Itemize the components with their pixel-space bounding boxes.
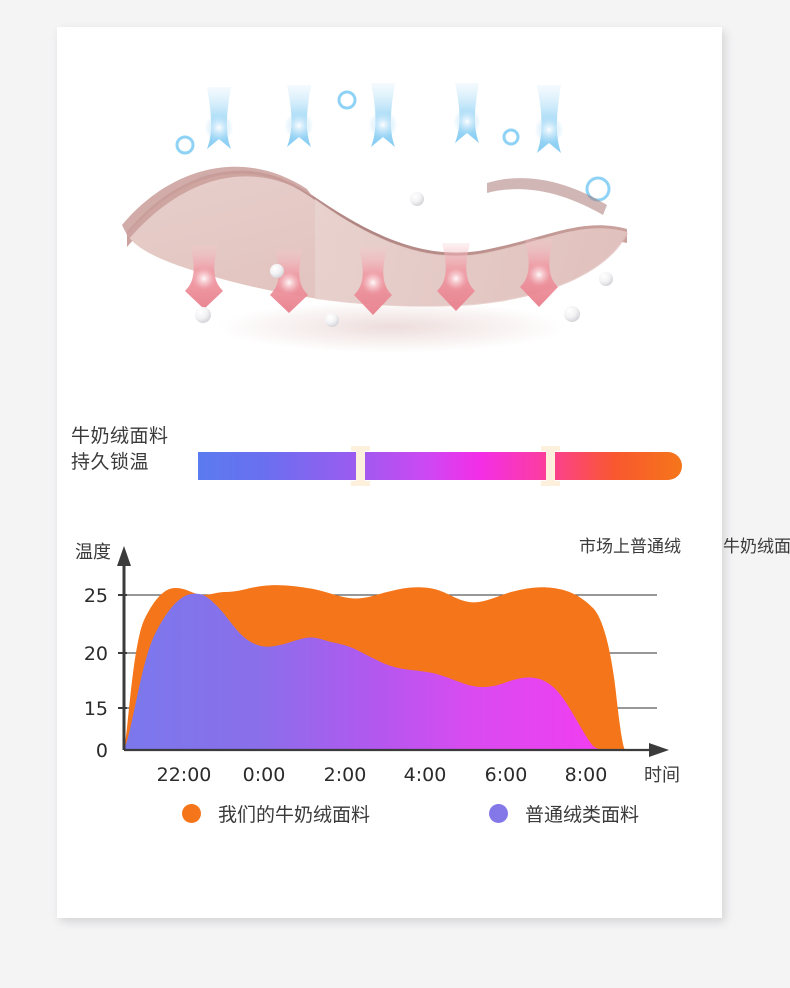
particle-icon (599, 272, 613, 286)
warmth-comparison-bar-section: 牛奶绒面料 持久锁温 市场上普通绒 牛奶绒面料 (57, 407, 790, 557)
y-tick-label-25: 25 (84, 585, 108, 607)
heat-arrow-icon (520, 239, 558, 307)
bar-section-title: 牛奶绒面料 持久锁温 (71, 423, 201, 475)
cold-arrow-icon (451, 83, 483, 143)
fabric-thermal-illustration (107, 77, 677, 387)
particle-icon (195, 307, 211, 323)
temperature-retention-chart: 温度 25 20 15 0 22:00 0:00 2:00 4:00 6:00 … (57, 522, 722, 812)
bar-sublabel-ordinary: 市场上普通绒 (579, 537, 681, 557)
y-axis-arrow (117, 546, 131, 566)
y-tick-label-20: 20 (84, 643, 108, 665)
x-tick-label-0600: 6:00 (485, 764, 528, 786)
heat-arrow-icon (354, 247, 392, 315)
y-tick-label-15: 15 (84, 698, 108, 720)
chart-axes (117, 546, 669, 757)
bar-marker-ordinary (351, 446, 370, 486)
cold-airflow-arrows (202, 83, 566, 153)
bar-title-line1: 牛奶绒面料 (71, 425, 169, 447)
x-axis-title: 时间 (644, 765, 680, 786)
legend-item-ordinary-fleece: 普通绒类面料 (489, 800, 639, 827)
x-axis-arrow (649, 743, 669, 757)
bar-sublabel-milk-fleece: 牛奶绒面料 (723, 537, 790, 557)
x-tick-label-0400: 4:00 (404, 764, 447, 786)
x-tick-label-0200: 2:00 (324, 764, 367, 786)
bubble-icon (337, 90, 357, 110)
x-tick-label-0800: 8:00 (565, 764, 608, 786)
cold-arrow-icon (282, 85, 316, 147)
legend-label: 普通绒类面料 (525, 804, 640, 826)
warmth-gradient-bar-wrap: 市场上普通绒 牛奶绒面料 (198, 446, 790, 557)
cold-arrow-icon (366, 83, 400, 147)
legend-item-milk-fleece: 我们的牛奶绒面料 (182, 800, 370, 827)
bubble-icon (175, 135, 195, 155)
bar-marker-milk-fleece (541, 446, 560, 486)
cold-arrow-icon (202, 87, 236, 149)
y-tick-label-0: 0 (96, 740, 108, 762)
legend-label: 我们的牛奶绒面料 (218, 804, 371, 826)
illustration-ground-shadow (217, 301, 567, 353)
particle-icon (564, 306, 580, 322)
heat-arrow-icon (437, 243, 475, 311)
cold-arrow-icon (532, 85, 566, 153)
particle-icon (325, 313, 339, 327)
moisture-particles (195, 192, 613, 327)
particle-icon (410, 192, 424, 206)
legend-dot-icon (182, 804, 201, 823)
legend-dot-icon (489, 804, 508, 823)
chart-y-ticks (118, 594, 127, 709)
x-tick-label-0000: 0:00 (243, 764, 286, 786)
bar-title-line2: 持久锁温 (71, 451, 150, 473)
heat-arrow-icon (185, 245, 223, 309)
warmth-gradient-bar (198, 452, 682, 480)
product-info-card: 牛奶绒面料 持久锁温 市场上普通绒 牛奶绒面料 (57, 27, 790, 918)
chart-legend: 我们的牛奶绒面料 普通绒类面料 (57, 792, 722, 842)
y-axis-title: 温度 (75, 542, 111, 563)
x-tick-label-2200: 22:00 (157, 764, 212, 786)
particle-icon (270, 264, 284, 278)
bubble-icon (502, 128, 520, 146)
area-series-ordinary-fleece (124, 593, 605, 750)
